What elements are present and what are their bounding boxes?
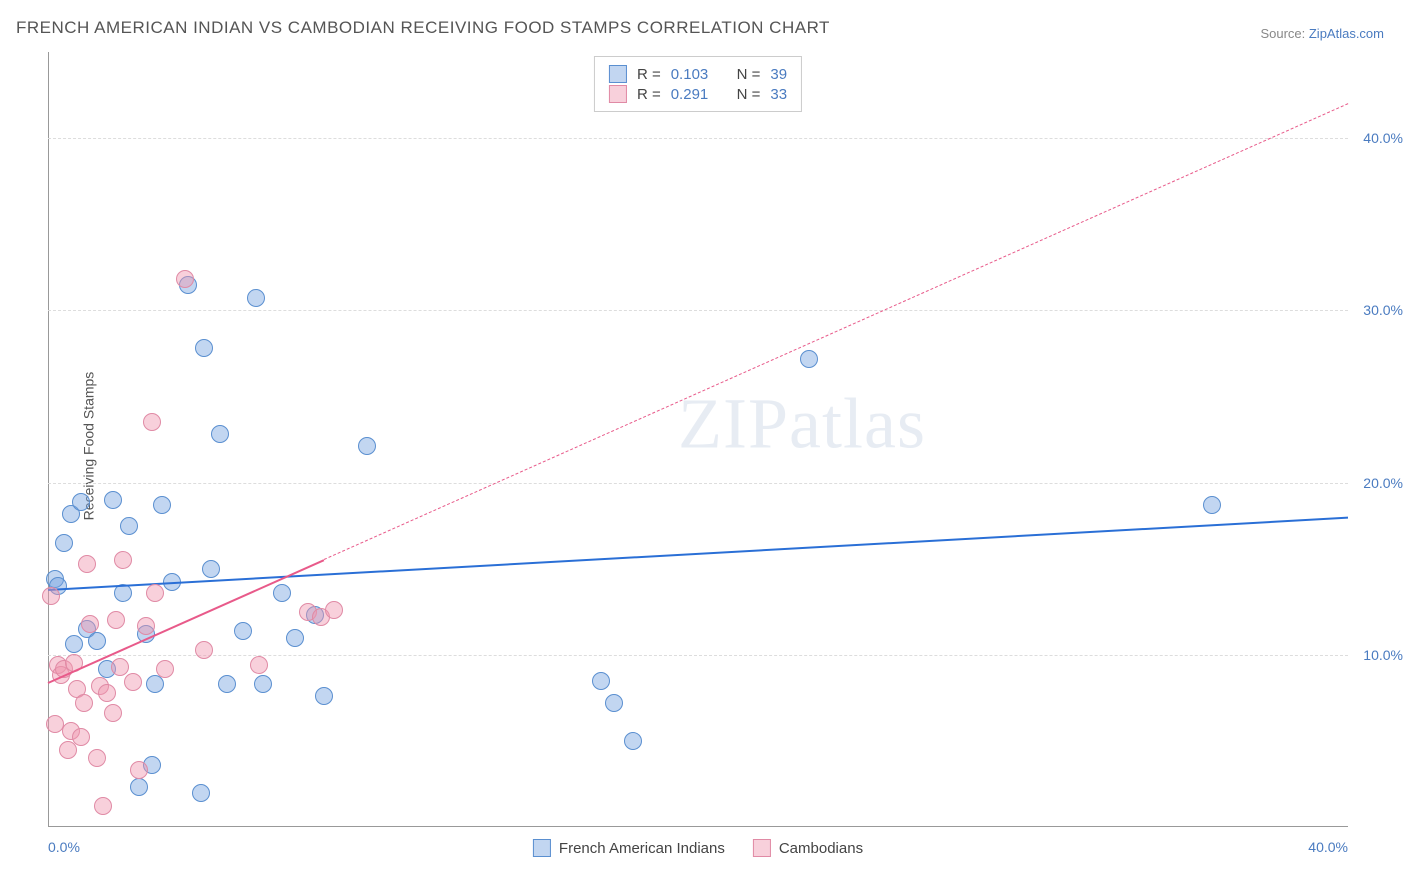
legend-row-series-0: R = 0.103 N = 39	[609, 65, 787, 83]
scatter-point	[130, 761, 148, 779]
legend-item-swatch-0	[533, 839, 551, 857]
scatter-point	[146, 675, 164, 693]
scatter-point	[605, 694, 623, 712]
n-value-0: 39	[770, 66, 787, 83]
x-axis-line	[48, 826, 1348, 827]
scatter-point	[88, 749, 106, 767]
scatter-point	[624, 732, 642, 750]
scatter-point	[192, 784, 210, 802]
scatter-point	[78, 555, 96, 573]
source-attribution: Source: ZipAtlas.com	[1260, 26, 1384, 41]
x-tick-label: 40.0%	[1308, 839, 1348, 855]
scatter-point	[195, 641, 213, 659]
scatter-point	[153, 496, 171, 514]
y-tick-label: 30.0%	[1363, 302, 1403, 318]
gridline	[48, 310, 1348, 311]
x-tick-label: 0.0%	[48, 839, 80, 855]
scatter-point	[75, 694, 93, 712]
legend-item-0: French American Indians	[533, 839, 725, 857]
gridline	[48, 483, 1348, 484]
watermark-zip: ZIP	[678, 384, 789, 464]
scatter-point	[143, 413, 161, 431]
chart-title: FRENCH AMERICAN INDIAN VS CAMBODIAN RECE…	[16, 18, 830, 38]
r-label: R =	[637, 86, 661, 103]
scatter-point	[202, 560, 220, 578]
legend-swatch-1	[609, 85, 627, 103]
y-tick-label: 10.0%	[1363, 647, 1403, 663]
scatter-point	[358, 437, 376, 455]
legend-swatch-0	[609, 65, 627, 83]
scatter-point	[111, 658, 129, 676]
scatter-point	[81, 615, 99, 633]
n-value-1: 33	[770, 86, 787, 103]
legend-item-1: Cambodians	[753, 839, 863, 857]
scatter-point	[146, 584, 164, 602]
source-link[interactable]: ZipAtlas.com	[1309, 26, 1384, 41]
legend-row-series-1: R = 0.291 N = 33	[609, 85, 787, 103]
legend-item-label-1: Cambodians	[779, 840, 863, 857]
scatter-point	[325, 601, 343, 619]
legend-item-label-0: French American Indians	[559, 840, 725, 857]
scatter-point	[107, 611, 125, 629]
n-label: N =	[737, 86, 761, 103]
chart-plot-area: ZIPatlas R = 0.103 N = 39 R = 0.291 N = …	[48, 52, 1348, 827]
scatter-point	[218, 675, 236, 693]
y-axis-line	[48, 52, 49, 827]
scatter-point	[124, 673, 142, 691]
scatter-point	[156, 660, 174, 678]
scatter-point	[120, 517, 138, 535]
scatter-point	[72, 493, 90, 511]
r-value-0: 0.103	[671, 66, 709, 83]
series-legend: French American Indians Cambodians	[533, 839, 863, 857]
legend-item-swatch-1	[753, 839, 771, 857]
scatter-point	[104, 491, 122, 509]
scatter-point	[55, 534, 73, 552]
n-label: N =	[737, 66, 761, 83]
r-label: R =	[637, 66, 661, 83]
source-prefix: Source:	[1260, 26, 1308, 41]
watermark-atlas: atlas	[789, 384, 926, 464]
scatter-point	[254, 675, 272, 693]
scatter-point	[211, 425, 229, 443]
gridline	[48, 138, 1348, 139]
scatter-point	[592, 672, 610, 690]
scatter-point	[130, 778, 148, 796]
scatter-point	[65, 635, 83, 653]
scatter-point	[250, 656, 268, 674]
scatter-point	[72, 728, 90, 746]
y-tick-label: 40.0%	[1363, 130, 1403, 146]
watermark: ZIPatlas	[678, 383, 926, 466]
scatter-point	[247, 289, 265, 307]
y-tick-label: 20.0%	[1363, 475, 1403, 491]
scatter-point	[315, 687, 333, 705]
scatter-point	[137, 617, 155, 635]
trend-line	[324, 104, 1348, 561]
scatter-point	[234, 622, 252, 640]
scatter-point	[94, 797, 112, 815]
scatter-point	[88, 632, 106, 650]
correlation-legend: R = 0.103 N = 39 R = 0.291 N = 33	[594, 56, 802, 112]
scatter-point	[800, 350, 818, 368]
scatter-point	[104, 704, 122, 722]
scatter-point	[1203, 496, 1221, 514]
scatter-point	[114, 551, 132, 569]
scatter-point	[273, 584, 291, 602]
scatter-point	[98, 684, 116, 702]
scatter-point	[176, 270, 194, 288]
scatter-point	[195, 339, 213, 357]
trend-line	[48, 517, 1348, 591]
scatter-point	[286, 629, 304, 647]
gridline	[48, 655, 1348, 656]
scatter-point	[42, 587, 60, 605]
r-value-1: 0.291	[671, 86, 709, 103]
